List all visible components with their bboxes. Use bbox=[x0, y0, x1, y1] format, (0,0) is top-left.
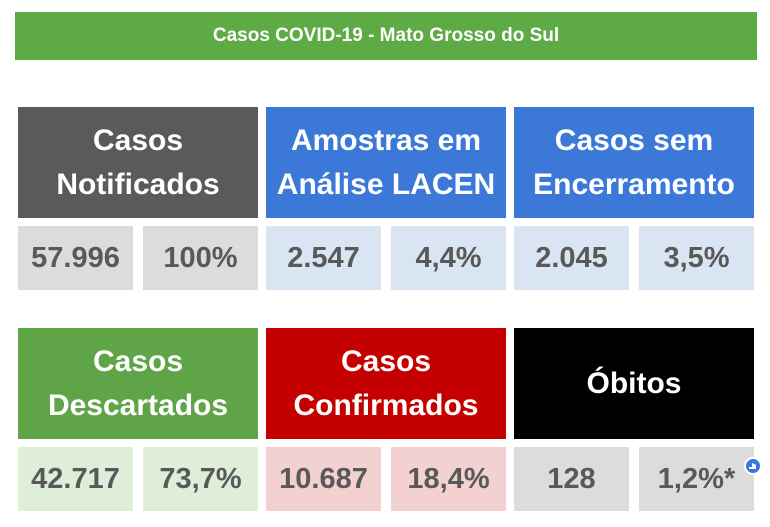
tile-value: 2.547 bbox=[266, 226, 381, 290]
tile-percent: 4,4% bbox=[391, 226, 506, 290]
tile-header: Casos Descartados bbox=[18, 328, 258, 439]
tile-header: Amostras em Análise LACEN bbox=[266, 107, 506, 218]
tile-header: Casos Confirmados bbox=[266, 328, 506, 439]
info-icon bbox=[744, 457, 762, 475]
tile-header: Casos sem Encerramento bbox=[514, 107, 754, 218]
tile-percent: 73,7% bbox=[143, 447, 258, 511]
tile-header: Casos Notificados bbox=[18, 107, 258, 218]
tile-percent: 18,4% bbox=[391, 447, 506, 511]
tile-value: 42.717 bbox=[18, 447, 133, 511]
tile-percent: 1,2%* bbox=[639, 447, 754, 511]
tile-header: Óbitos bbox=[514, 328, 754, 439]
tile-value: 57.996 bbox=[18, 226, 133, 290]
tile-value: 2.045 bbox=[514, 226, 629, 290]
tile-percent: 100% bbox=[143, 226, 258, 290]
tile-value: 128 bbox=[514, 447, 629, 511]
tile-value: 10.687 bbox=[266, 447, 381, 511]
banner-title: Casos COVID-19 - Mato Grosso do Sul bbox=[15, 12, 757, 60]
tile-percent: 3,5% bbox=[639, 226, 754, 290]
